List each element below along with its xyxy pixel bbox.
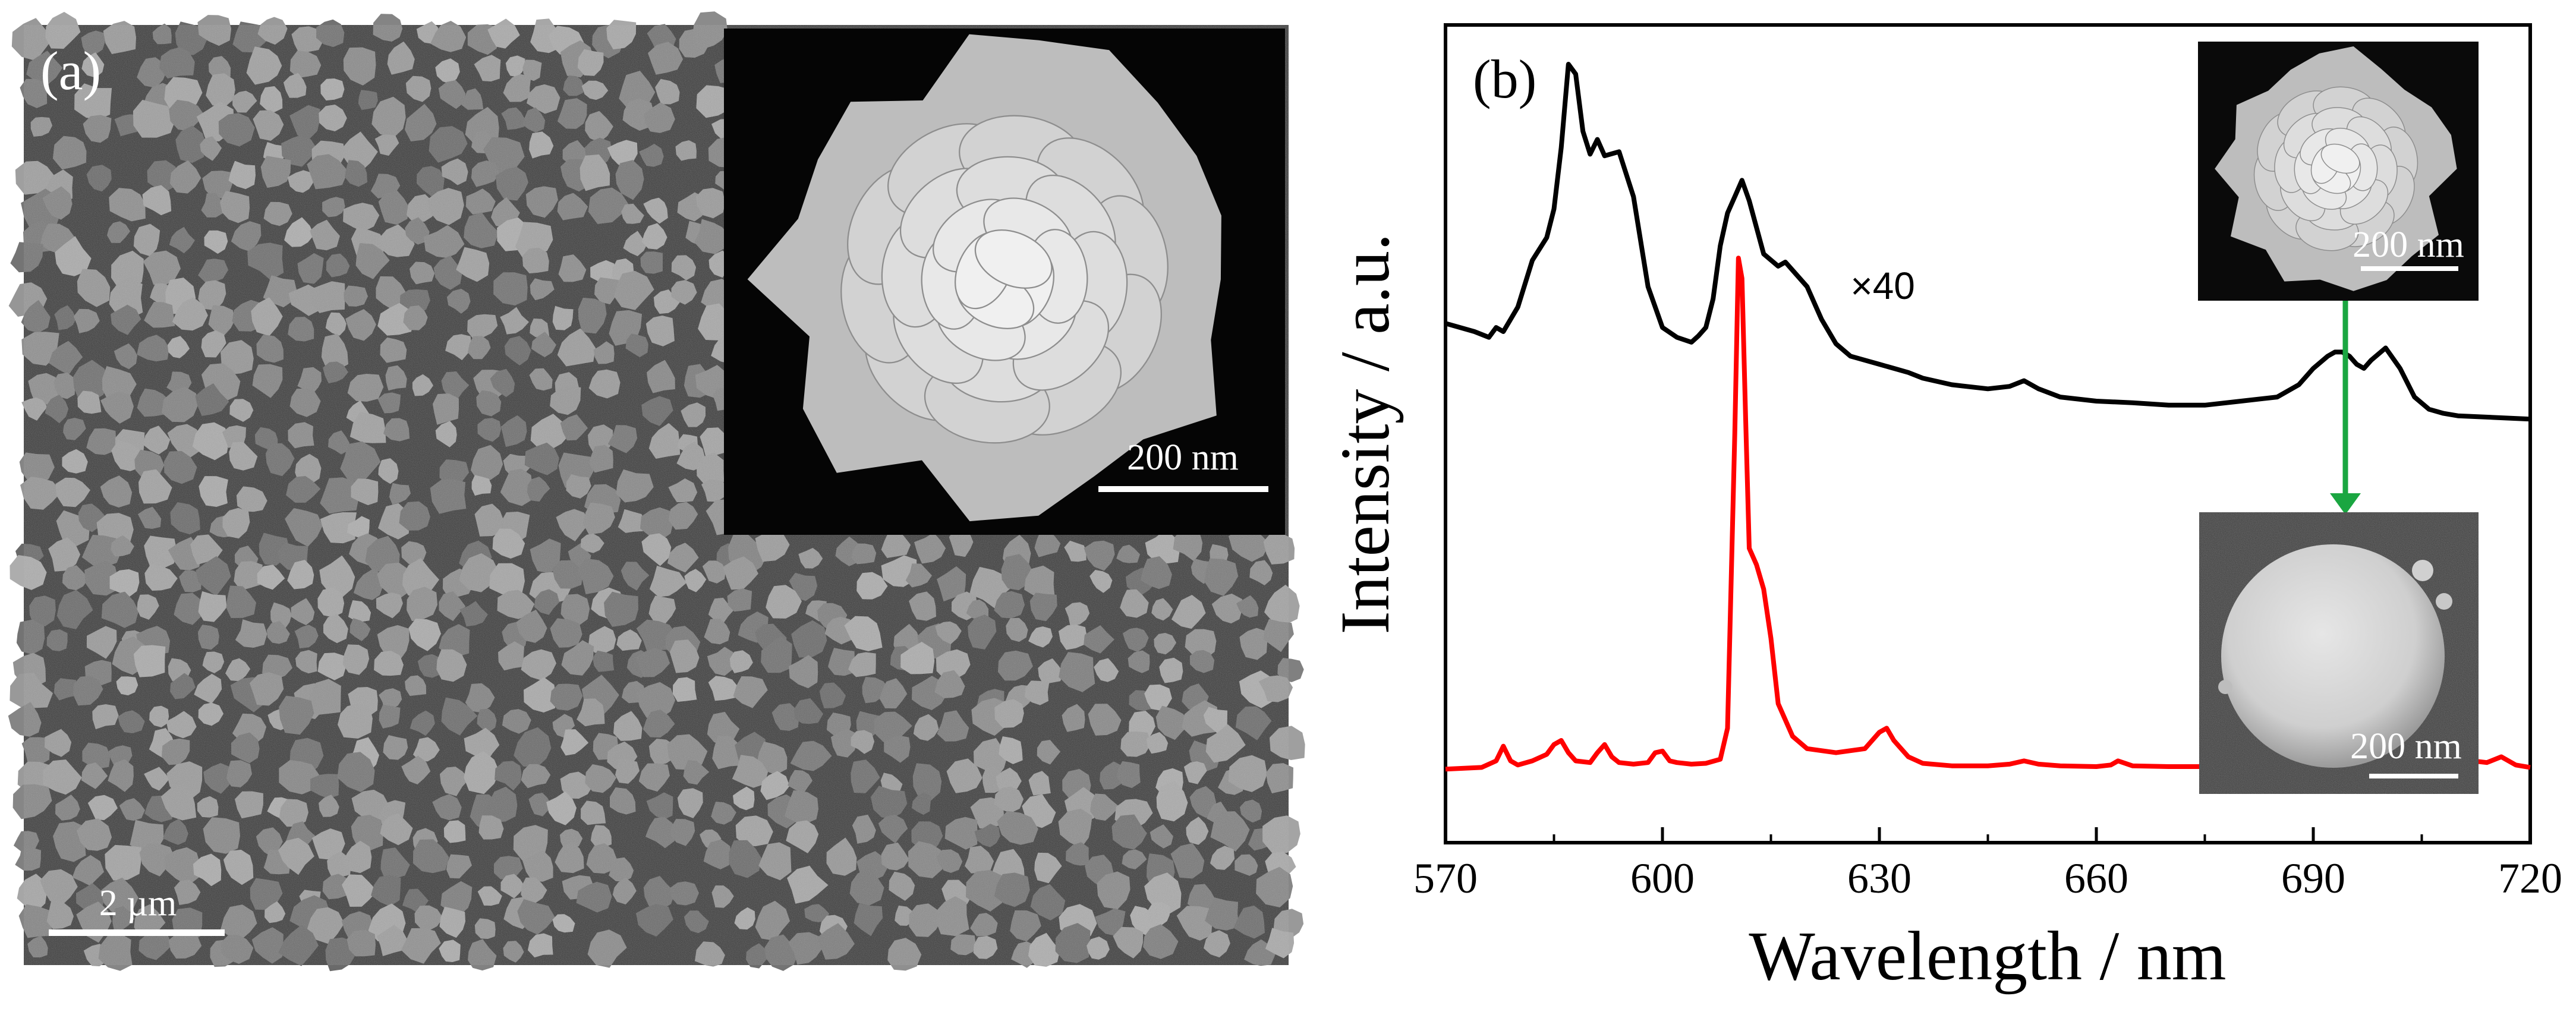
inset-flower-a: 200 nm [724,29,1285,535]
scale-bar-a: 2 µm [49,883,225,936]
transform-arrow [2330,301,2361,515]
sphere-nub [2436,593,2452,610]
x-tick-label: 630 [1847,855,1911,902]
inset-b2-scale-line [2369,774,2458,778]
scale-bar-a-line [49,929,225,936]
arrow-head [2330,493,2361,515]
x-tick-label: 690 [2281,855,2345,902]
x-axis-title: Wavelength / nm [1749,917,2226,995]
sphere-nub [2412,560,2433,581]
x-tick-label: 720 [2498,855,2562,902]
scale-bar-a-label: 2 µm [99,883,177,923]
inset-b2-scale-label: 200 nm [2350,726,2462,767]
inset-a-scale-label: 200 nm [1127,437,1239,478]
multiplier-annotation: ×40 [1850,264,1915,307]
panel-a: (a) 2 µm 200 nm [8,11,1305,972]
flower-petal [2320,143,2360,174]
sphere-nub [2218,680,2232,694]
inset-flower-b: 200 nm [2198,42,2479,301]
sphere-particle [2221,544,2445,768]
inset-sphere-b: 200 nm [2199,512,2479,794]
panel-b: (b) 570 600 630 660 690 720 Wavelength / nm I… [1326,23,2562,995]
x-tick-label: 570 [1413,855,1478,902]
panel-a-label: (a) [40,40,101,101]
flower-petal [974,229,1053,289]
inset-b1-scale-label: 200 nm [2353,225,2464,265]
x-tick-label: 660 [2064,855,2128,902]
x-tick-label: 600 [1630,855,1695,902]
flower-particle [747,34,1221,522]
inset-a-scale-line [1098,486,1268,492]
y-axis-title: Intensity / a.u. [1326,233,1404,634]
flower-particle-small [2215,46,2457,291]
panel-b-label: (b) [1473,49,1536,109]
inset-b1-scale-line [2361,266,2458,271]
x-ticks: 570 600 630 660 690 720 [1413,827,2562,902]
